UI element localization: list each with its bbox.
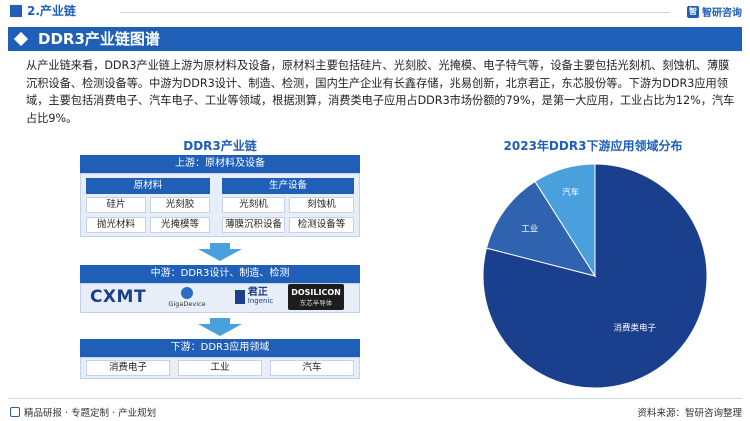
pie-slice-label: 汽车	[562, 187, 579, 198]
application-item: 汽车	[270, 360, 354, 376]
upstream-head: 上游：原材料及设备	[80, 155, 360, 173]
footer-slogan: 精品研报 · 专题定制 · 产业规划	[24, 408, 157, 419]
gigadevice-mark-icon	[181, 286, 193, 299]
material-item: 抛光材料	[86, 217, 146, 233]
ingenic-mark-icon	[234, 290, 245, 304]
section-title: 2.产业链	[27, 4, 76, 18]
ingenic-logo: 君正 Ingenic	[222, 284, 286, 310]
report-icon	[10, 407, 20, 417]
flow-arrow-stem	[210, 318, 230, 324]
header-band: DDR3产业链图谱	[8, 27, 742, 51]
dosilicon-logo: DOSILICON 东芯半导体	[288, 284, 344, 310]
equipment-item: 检测设备等	[289, 217, 354, 233]
section-marker	[10, 5, 22, 17]
brand: 智 智研咨询	[687, 4, 742, 19]
diamond-icon	[13, 31, 29, 47]
pie-slice-label: 工业	[521, 224, 538, 235]
down-arrow-icon	[198, 324, 242, 336]
flow-arrow-stem	[210, 243, 230, 249]
ingenic-name-cn: 君正	[247, 287, 268, 298]
downstream-head: 下游：DDR3应用领域	[80, 339, 360, 357]
material-item: 光掩模等	[150, 217, 210, 233]
material-item: 硅片	[86, 197, 146, 213]
pie-chart: 消费类电子 工业 汽车	[482, 163, 708, 389]
materials-head: 原材料	[86, 178, 210, 194]
footer-source: 资料来源：智研咨询整理	[637, 408, 742, 419]
application-item: 工业	[178, 360, 262, 376]
midstream-head: 中游：DDR3设计、制造、检测	[80, 265, 360, 283]
pie-slice-label: 消费类电子	[614, 322, 657, 333]
gigadevice-logo: GigaDevice	[162, 284, 212, 310]
pie-slice	[482, 163, 708, 389]
equipment-head: 生产设备	[222, 178, 354, 194]
brand-name: 智研咨询	[702, 8, 742, 19]
cxmt-logo: CXMT	[89, 287, 147, 307]
dosilicon-name-en: DOSILICON	[291, 287, 341, 297]
application-item: 消费电子	[86, 360, 170, 376]
dosilicon-name-cn: 东芯半导体	[299, 298, 333, 307]
gigadevice-name: GigaDevice	[168, 299, 206, 308]
equipment-item: 刻蚀机	[289, 197, 354, 213]
material-item: 光刻胶	[150, 197, 210, 213]
brand-logo-icon: 智	[687, 5, 699, 18]
equipment-item: 光刻机	[222, 197, 285, 213]
top-divider	[120, 12, 670, 13]
top-bar: 2.产业链 智 智研咨询	[0, 0, 750, 22]
chart-title: 2023年DDR3下游应用领域分布	[503, 139, 683, 153]
footer-divider	[8, 398, 742, 399]
page-title: DDR3产业链图谱	[38, 30, 160, 48]
chain-title: DDR3产业链	[183, 139, 257, 153]
equipment-item: 薄膜沉积设备	[222, 217, 285, 233]
intro-paragraph: 从产业链来看，DDR3产业链上游为原材料及设备，原材料主要包括硅片、光刻胶、光掩…	[26, 59, 735, 125]
down-arrow-icon	[198, 249, 242, 261]
pie-slice	[485, 180, 597, 277]
footer-left: 精品研报 · 专题定制 · 产业规划	[10, 405, 156, 419]
pie-slice	[534, 163, 596, 278]
ingenic-name-en: Ingenic	[247, 297, 274, 305]
